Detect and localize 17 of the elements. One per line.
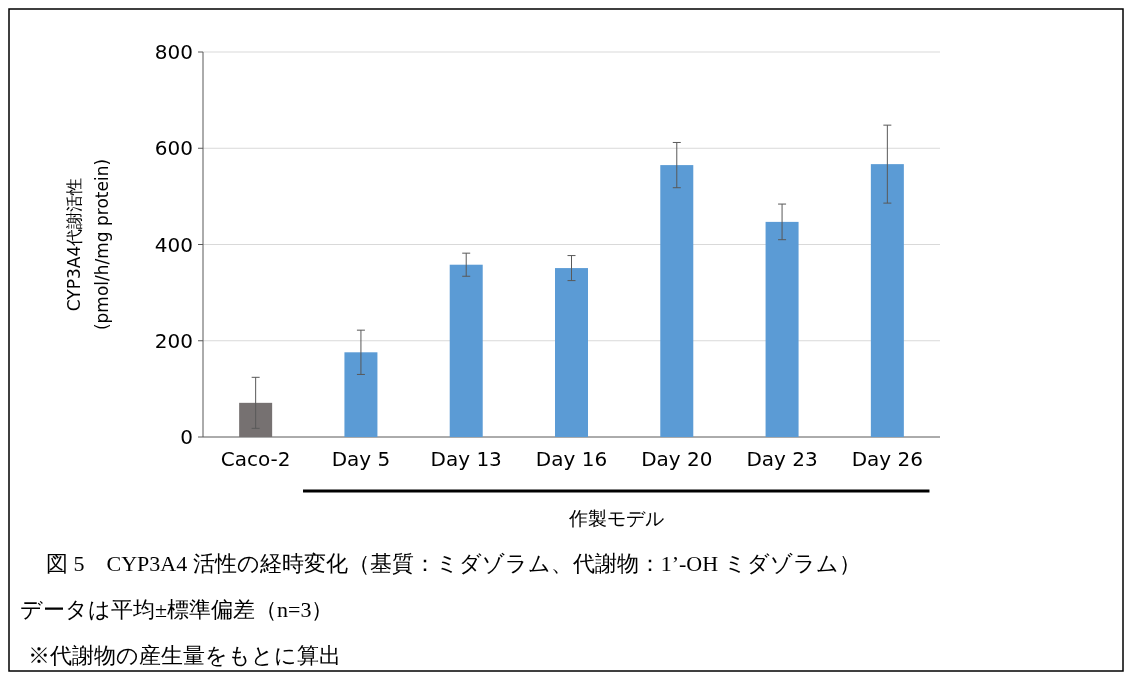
x-axis-title: 作製モデル xyxy=(567,507,664,529)
text: ※代謝物の産生量をもとに算出 xyxy=(28,643,341,668)
x-tick-label: Day 5 xyxy=(331,447,391,471)
caption: 図 5 CYP3A4 活性の経時変化（基質：ミダゾラム、代謝物：1’-OH ミダゾラム） xyxy=(46,551,861,576)
y-tick-label: 400 xyxy=(154,232,193,257)
text: データは平均±標準偏差（n=3） xyxy=(20,597,334,622)
x-tick-label: Day 26 xyxy=(851,447,924,471)
x-tick-label: Caco-2 xyxy=(220,447,291,471)
y-tick-label: 0 xyxy=(180,425,193,449)
x-tick-label: Day 13 xyxy=(430,447,502,471)
x-tick-label: Day 23 xyxy=(746,447,818,471)
y-tick-label: 200 xyxy=(154,328,193,353)
y-axis-title: CYP3A4代謝活性 (pmol/h/mg protein) xyxy=(63,158,112,331)
y-tick-label: 600 xyxy=(154,136,193,161)
x-tick-label: Day 16 xyxy=(535,447,608,471)
y-tick-label: 800 xyxy=(154,40,193,64)
x-tick-label: Day 20 xyxy=(641,447,713,471)
